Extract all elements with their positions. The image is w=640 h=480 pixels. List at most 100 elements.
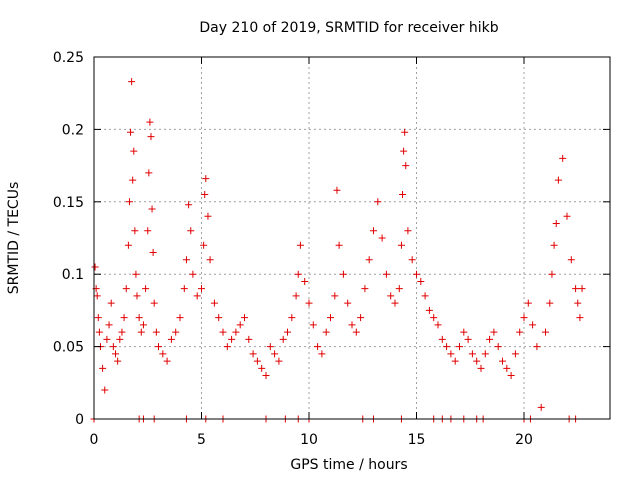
data-point — [245, 335, 253, 343]
data-point — [91, 263, 99, 271]
data-point — [176, 314, 184, 322]
data-point — [120, 314, 128, 322]
data-point — [116, 335, 124, 343]
data-point — [294, 270, 302, 278]
data-point — [163, 357, 171, 365]
data-point — [105, 321, 113, 329]
data-point — [198, 285, 205, 293]
x-tick-label: 5 — [197, 432, 206, 448]
data-point — [249, 350, 257, 358]
data-point — [511, 350, 519, 358]
data-point — [417, 277, 425, 285]
data-point — [507, 372, 515, 380]
data-point — [339, 270, 347, 278]
data-point — [114, 357, 122, 365]
data-point — [125, 198, 133, 206]
data-point — [144, 227, 152, 235]
data-point — [524, 299, 532, 307]
data-point — [374, 198, 382, 206]
y-tick-label: 0.25 — [53, 50, 84, 66]
data-point — [387, 292, 395, 300]
data-points — [90, 78, 586, 423]
y-tick-label: 0.05 — [53, 340, 84, 356]
x-tick-label: 0 — [90, 432, 99, 448]
data-point — [481, 350, 489, 358]
data-point — [314, 343, 322, 351]
data-point — [101, 386, 109, 394]
x-axis-label: GPS time / hours — [290, 457, 407, 473]
data-point — [404, 227, 412, 235]
data-point — [333, 186, 341, 194]
data-point — [262, 372, 270, 380]
data-point — [378, 234, 386, 242]
data-point — [335, 241, 343, 249]
data-point — [331, 292, 339, 300]
data-point — [189, 270, 197, 278]
data-point — [305, 299, 313, 307]
data-point — [258, 364, 266, 372]
data-point — [288, 314, 296, 322]
data-point — [395, 285, 403, 293]
data-point — [147, 133, 155, 141]
x-tick-label: 15 — [408, 432, 426, 448]
data-point — [574, 299, 582, 307]
data-point — [122, 285, 130, 293]
data-point — [322, 328, 330, 336]
data-point — [460, 328, 468, 336]
data-point — [567, 256, 575, 264]
data-point — [327, 314, 334, 322]
data-point — [344, 299, 352, 307]
data-point — [554, 176, 562, 184]
data-point — [421, 292, 429, 300]
data-point — [266, 343, 274, 351]
data-point — [451, 357, 459, 365]
data-point — [357, 314, 365, 322]
data-point — [129, 176, 137, 184]
y-tick-label: 0 — [75, 412, 84, 428]
data-point — [352, 328, 360, 336]
data-point — [477, 364, 485, 372]
data-point — [133, 292, 141, 300]
data-point — [292, 292, 300, 300]
data-point — [185, 201, 193, 209]
data-point — [443, 343, 451, 351]
data-point — [382, 270, 390, 278]
data-point — [400, 147, 408, 155]
axis-ticks: 0 0.05 0.1 0.15 0.2 0.25 0 5 10 15 20 — [53, 50, 610, 448]
data-point — [182, 256, 190, 264]
data-point — [137, 328, 145, 336]
data-point — [135, 314, 143, 322]
data-point — [468, 350, 476, 358]
data-point — [145, 169, 153, 177]
data-point — [112, 350, 119, 358]
data-point — [550, 241, 558, 249]
data-point — [533, 343, 541, 351]
data-point — [187, 227, 195, 235]
data-point — [167, 335, 175, 343]
data-point — [572, 285, 580, 293]
data-point — [542, 328, 549, 336]
chart-title: Day 210 of 2019, SRMTID for receiver hik… — [199, 20, 498, 36]
data-point — [107, 299, 115, 307]
data-point — [155, 343, 162, 351]
data-point — [215, 314, 223, 322]
data-point — [402, 162, 410, 170]
data-point — [219, 328, 227, 336]
data-point — [139, 321, 147, 329]
y-tick-label: 0.2 — [62, 122, 84, 138]
data-point — [494, 343, 502, 351]
data-point — [206, 256, 214, 264]
data-point — [159, 350, 167, 358]
data-point — [296, 241, 304, 249]
data-point — [529, 321, 537, 329]
data-point — [279, 335, 287, 343]
data-point — [193, 292, 201, 300]
data-point — [253, 357, 261, 365]
data-point — [271, 350, 279, 358]
data-point — [132, 270, 140, 278]
data-point — [503, 364, 511, 372]
data-point — [149, 248, 157, 256]
data-point — [490, 328, 498, 336]
data-point — [576, 314, 584, 322]
